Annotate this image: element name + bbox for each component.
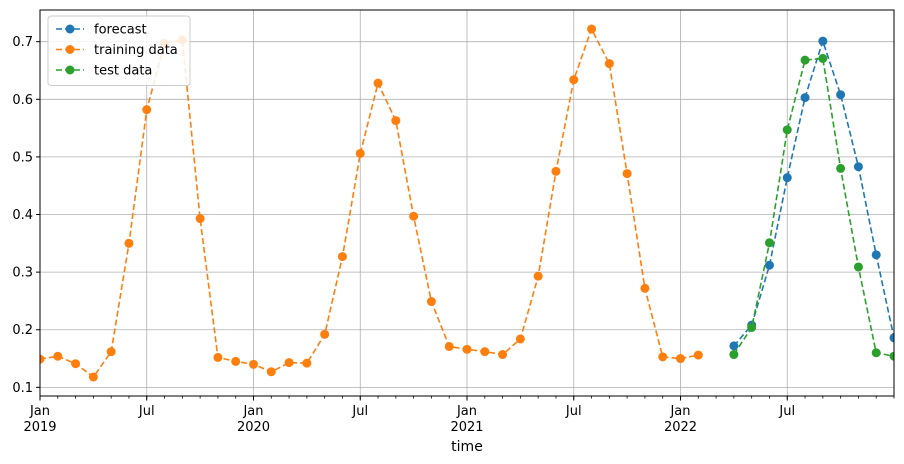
data-point [818, 53, 828, 63]
x-tick-label: Jan [669, 404, 690, 419]
data-point [462, 344, 472, 354]
x-axis-title: time [451, 439, 483, 455]
data-point [836, 163, 846, 173]
y-tick-label: 0.3 [12, 266, 33, 281]
data-point [337, 252, 347, 262]
data-point [124, 238, 134, 248]
x-tick-year-label: 2021 [450, 420, 483, 435]
y-tick-label: 0.4 [12, 208, 33, 223]
data-point [604, 59, 614, 69]
data-point [782, 173, 792, 183]
legend-marker [65, 45, 75, 54]
x-tick-label: Jul [351, 404, 368, 419]
data-point [889, 333, 894, 343]
data-point [53, 351, 63, 361]
x-tick-label: Jul [565, 404, 582, 419]
data-point [569, 75, 579, 85]
y-tick-label: 0.5 [12, 150, 33, 165]
data-point [764, 260, 774, 270]
x-tick-label: Jan [456, 404, 477, 419]
data-point [426, 297, 436, 307]
x-tick-label: Jan [29, 404, 50, 419]
data-point [106, 347, 116, 357]
legend-label: test data [94, 64, 152, 79]
data-point [676, 354, 685, 364]
plot-area [40, 24, 894, 382]
data-point [284, 358, 294, 368]
legend: forecast training data test data [47, 15, 191, 86]
data-point [498, 350, 508, 360]
data-point [764, 238, 774, 248]
data-point [533, 271, 543, 281]
y-tick-label: 0.6 [12, 93, 33, 108]
data-point [249, 359, 258, 369]
data-point [320, 329, 330, 339]
data-point [658, 352, 668, 362]
x-tick-year-label: 2019 [23, 420, 56, 435]
data-point [195, 214, 205, 224]
data-point [480, 347, 490, 357]
data-point [729, 350, 739, 360]
data-point [693, 350, 703, 360]
data-point [729, 341, 739, 351]
y-tick-label: 0.1 [12, 381, 33, 396]
data-point [622, 169, 632, 179]
data-point [266, 367, 276, 377]
y-tick-label: 0.2 [12, 323, 33, 338]
data-point [409, 211, 419, 221]
data-point [40, 354, 45, 364]
data-point [818, 36, 828, 46]
data-point [373, 78, 383, 88]
data-point [587, 24, 597, 34]
data-point [853, 262, 863, 272]
data-point [551, 166, 561, 176]
x-tick-year-label: 2022 [664, 420, 697, 435]
data-point [302, 358, 312, 368]
data-point [515, 334, 525, 344]
series-line [40, 26, 699, 379]
data-point [782, 125, 792, 135]
data-point [640, 283, 650, 293]
legend-label: training data [94, 43, 178, 58]
data-point [231, 356, 241, 366]
series-line [733, 57, 894, 357]
x-tick-label: Jul [778, 404, 795, 419]
grid-lines [39, 10, 894, 396]
data-point [444, 341, 454, 351]
legend-marker [65, 65, 75, 75]
data-point [88, 372, 98, 382]
data-point [800, 55, 810, 65]
series-line [733, 38, 894, 347]
y-tick-label: 0.7 [12, 35, 33, 50]
data-point [355, 148, 365, 158]
x-tick-year-label: 2020 [237, 420, 270, 435]
legend-label: forecast [94, 23, 147, 38]
data-point [71, 359, 81, 369]
data-point [871, 348, 881, 358]
data-point [889, 351, 894, 361]
data-point [747, 322, 757, 332]
data-point [836, 90, 846, 100]
legend-box [47, 15, 191, 86]
data-point [213, 352, 223, 362]
data-point [853, 162, 863, 172]
x-tick-label: Jan [242, 404, 263, 419]
x-tick-label: Jul [138, 404, 155, 419]
data-point [800, 93, 810, 103]
legend-marker [65, 24, 75, 34]
data-point [391, 116, 401, 126]
data-point [871, 250, 881, 260]
data-point [142, 105, 152, 115]
